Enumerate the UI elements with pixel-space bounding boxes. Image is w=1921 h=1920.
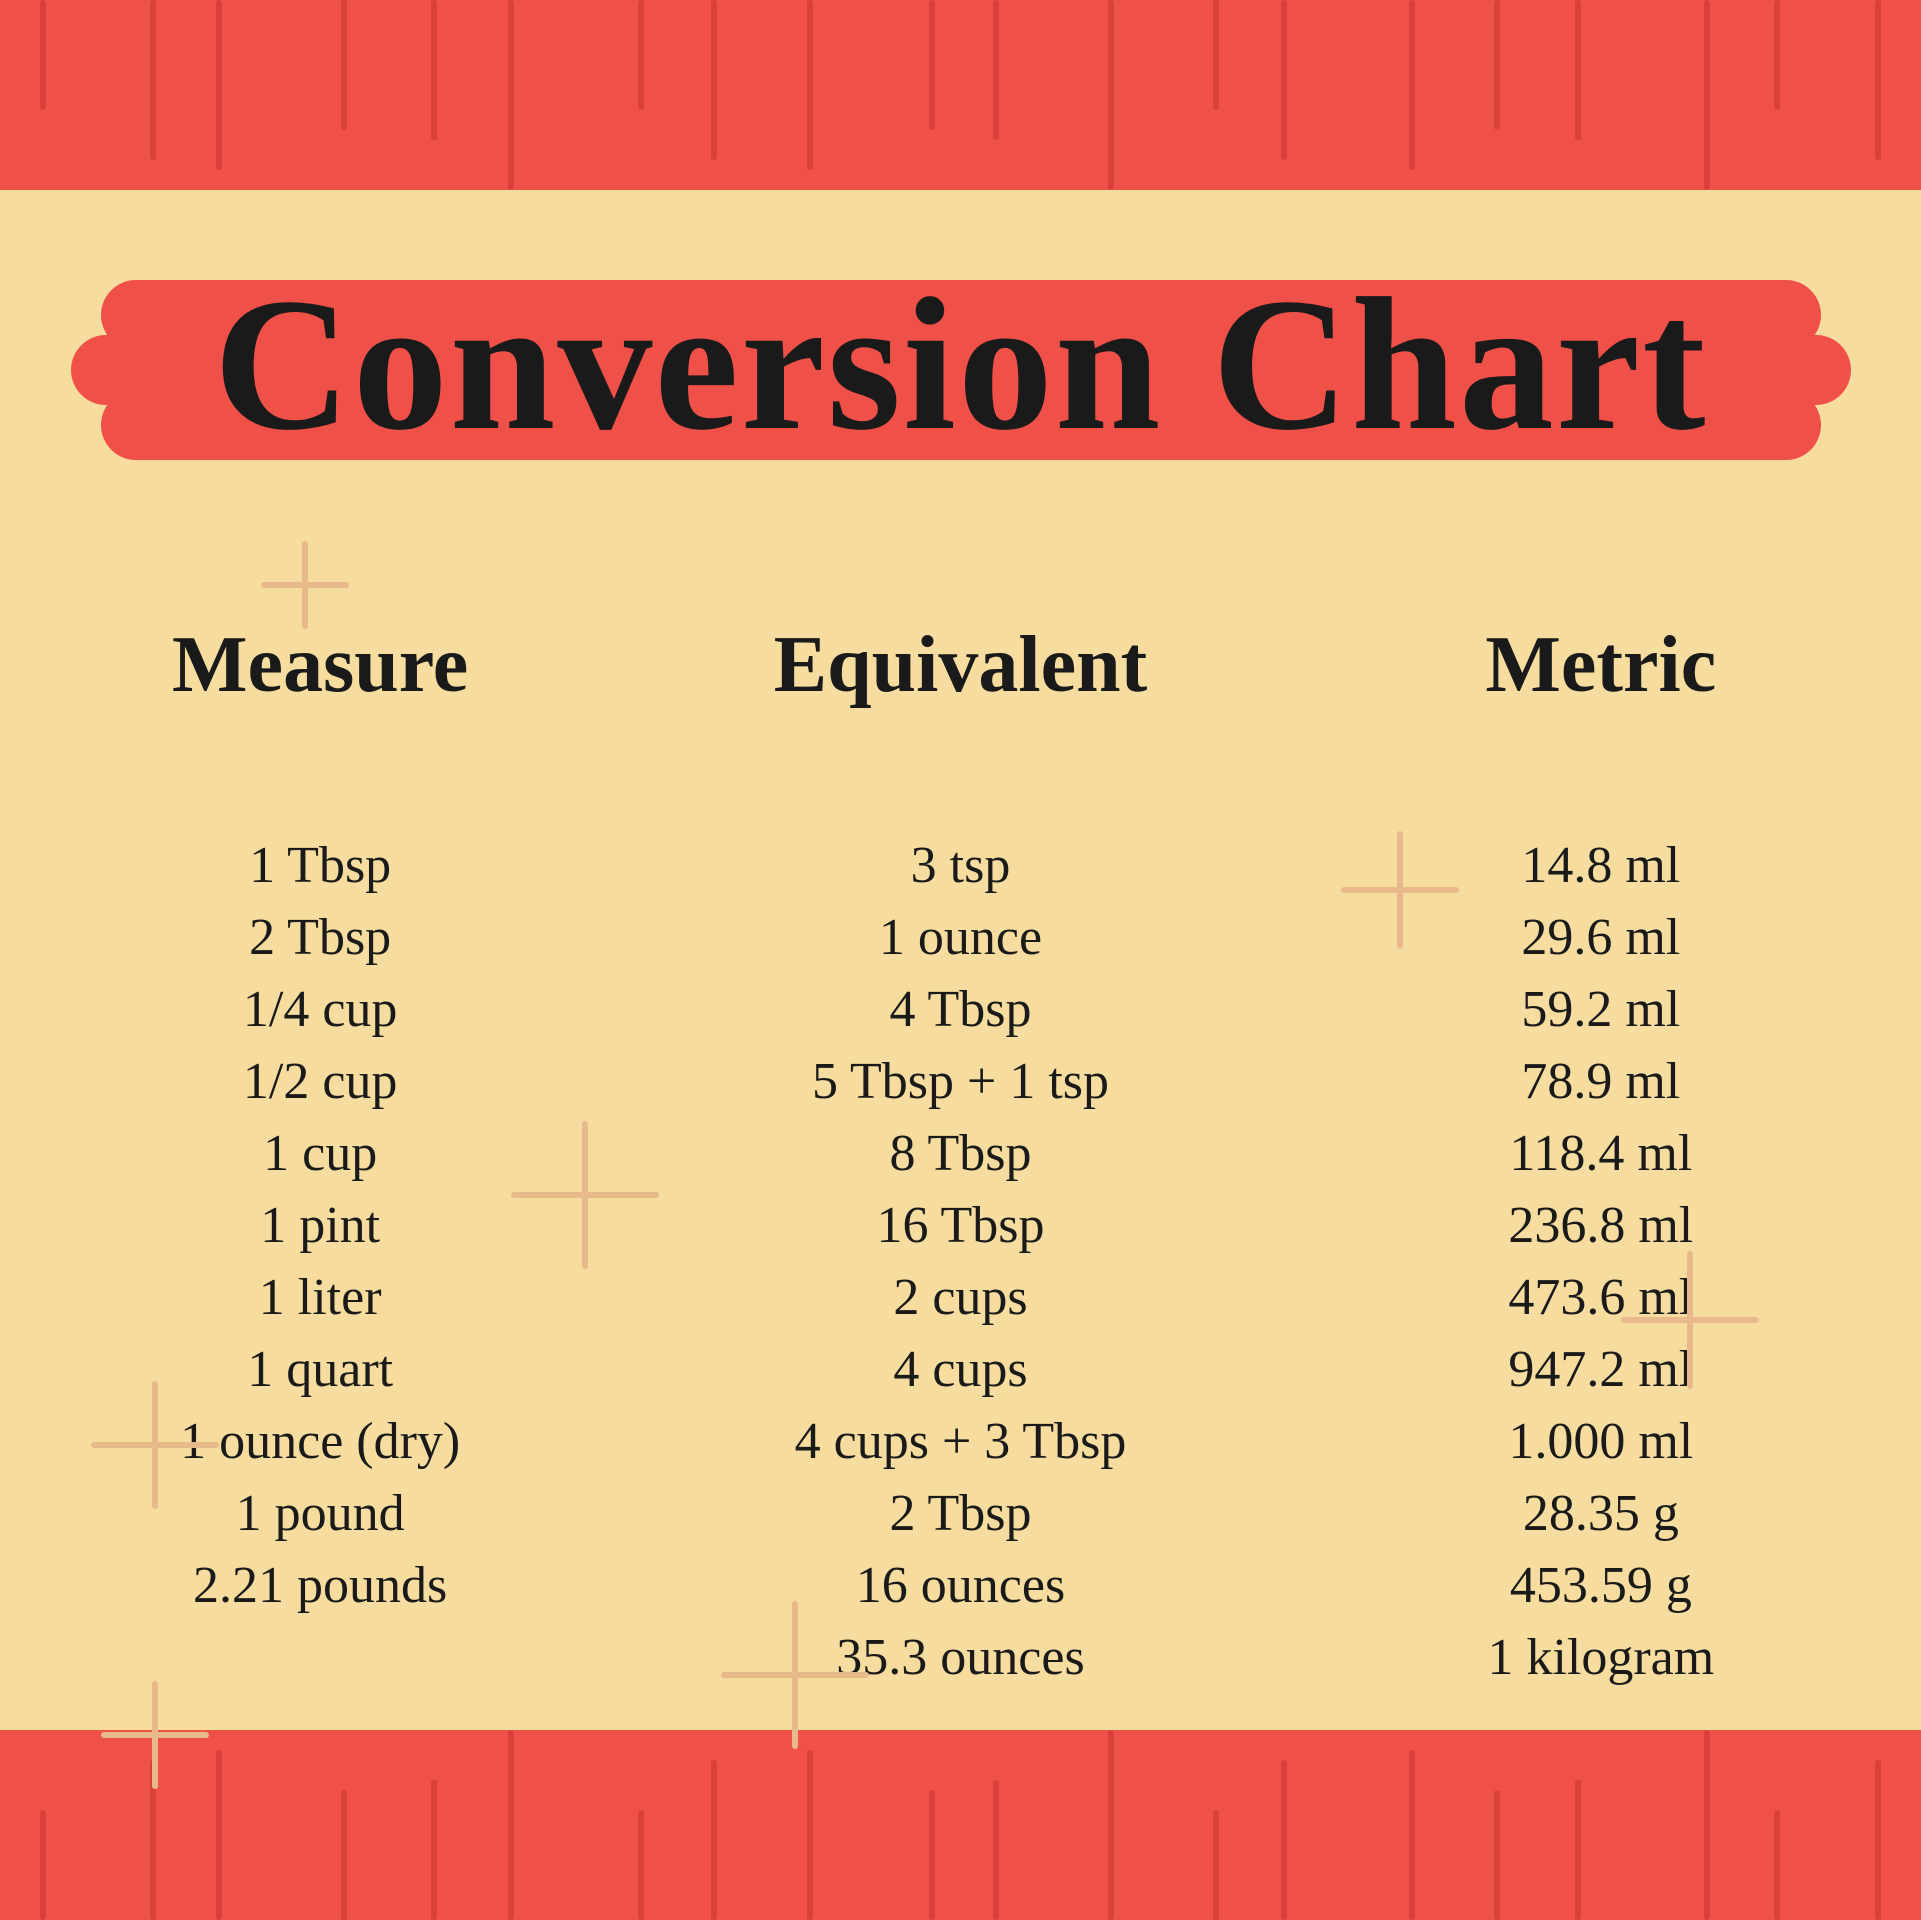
- title-banner: Conversion Chart: [71, 240, 1851, 460]
- table-cell: 2.21 pounds: [0, 1550, 640, 1622]
- table-cell: 1 ounce (dry): [0, 1406, 640, 1478]
- table-row: 1 liter2 cups473.6 ml: [0, 1262, 1921, 1334]
- table-cell: 8 Tbsp: [640, 1118, 1280, 1190]
- table-row: 1/2 cup5 Tbsp + 1 tsp78.9 ml: [0, 1046, 1921, 1118]
- table-cell: [0, 1622, 640, 1694]
- table-cell: 4 Tbsp: [640, 974, 1280, 1046]
- table-row: 1 pint16 Tbsp236.8 ml: [0, 1190, 1921, 1262]
- table-row: 1 cup8 Tbsp118.4 ml: [0, 1118, 1921, 1190]
- table-cell: 1/2 cup: [0, 1046, 640, 1118]
- page-title: Conversion Chart: [71, 240, 1851, 490]
- bottom-border: [0, 1730, 1921, 1920]
- table-cell: 947.2 ml: [1281, 1334, 1921, 1406]
- table-cell: 2 Tbsp: [0, 902, 640, 974]
- table-cell: 118.4 ml: [1281, 1118, 1921, 1190]
- table-cell: 14.8 ml: [1281, 830, 1921, 902]
- table-cell: 453.59 g: [1281, 1550, 1921, 1622]
- table-cell: 4 cups: [640, 1334, 1280, 1406]
- table-row: 1/4 cup4 Tbsp59.2 ml: [0, 974, 1921, 1046]
- table-cell: 1.000 ml: [1281, 1406, 1921, 1478]
- table-cell: 236.8 ml: [1281, 1190, 1921, 1262]
- column-headers: Measure Equivalent Metric: [0, 620, 1921, 711]
- table-cell: 1/4 cup: [0, 974, 640, 1046]
- table-cell: 473.6 ml: [1281, 1262, 1921, 1334]
- table-cell: 1 ounce: [640, 902, 1280, 974]
- table-row: 1 quart4 cups947.2 ml: [0, 1334, 1921, 1406]
- table-cell: 1 quart: [0, 1334, 640, 1406]
- table-cell: 59.2 ml: [1281, 974, 1921, 1046]
- table-row: 1 Tbsp3 tsp14.8 ml: [0, 830, 1921, 902]
- table-row: 35.3 ounces1 kilogram: [0, 1622, 1921, 1694]
- table-row: 1 ounce (dry)4 cups + 3 Tbsp1.000 ml: [0, 1406, 1921, 1478]
- table-cell: 1 pint: [0, 1190, 640, 1262]
- table-cell: 29.6 ml: [1281, 902, 1921, 974]
- sparkle-icon: [260, 540, 350, 630]
- table-cell: 1 pound: [0, 1478, 640, 1550]
- table-cell: 1 Tbsp: [0, 830, 640, 902]
- table-cell: 2 Tbsp: [640, 1478, 1280, 1550]
- table-row: 1 pound2 Tbsp28.35 g: [0, 1478, 1921, 1550]
- col-header-equivalent: Equivalent: [640, 620, 1280, 711]
- table-cell: 3 tsp: [640, 830, 1280, 902]
- table-row: 2.21 pounds16 ounces453.59 g: [0, 1550, 1921, 1622]
- table-cell: 5 Tbsp + 1 tsp: [640, 1046, 1280, 1118]
- table-row: 2 Tbsp1 ounce29.6 ml: [0, 902, 1921, 974]
- table-cell: 16 ounces: [640, 1550, 1280, 1622]
- table-cell: 1 cup: [0, 1118, 640, 1190]
- table-cell: 35.3 ounces: [640, 1622, 1280, 1694]
- table-cell: 16 Tbsp: [640, 1190, 1280, 1262]
- conversion-table: 1 Tbsp3 tsp14.8 ml2 Tbsp1 ounce29.6 ml1/…: [0, 830, 1921, 1694]
- table-cell: 1 liter: [0, 1262, 640, 1334]
- table-cell: 1 kilogram: [1281, 1622, 1921, 1694]
- table-cell: 4 cups + 3 Tbsp: [640, 1406, 1280, 1478]
- table-cell: 2 cups: [640, 1262, 1280, 1334]
- col-header-metric: Metric: [1281, 620, 1921, 711]
- top-border: [0, 0, 1921, 190]
- table-cell: 28.35 g: [1281, 1478, 1921, 1550]
- col-header-measure: Measure: [0, 620, 640, 711]
- table-cell: 78.9 ml: [1281, 1046, 1921, 1118]
